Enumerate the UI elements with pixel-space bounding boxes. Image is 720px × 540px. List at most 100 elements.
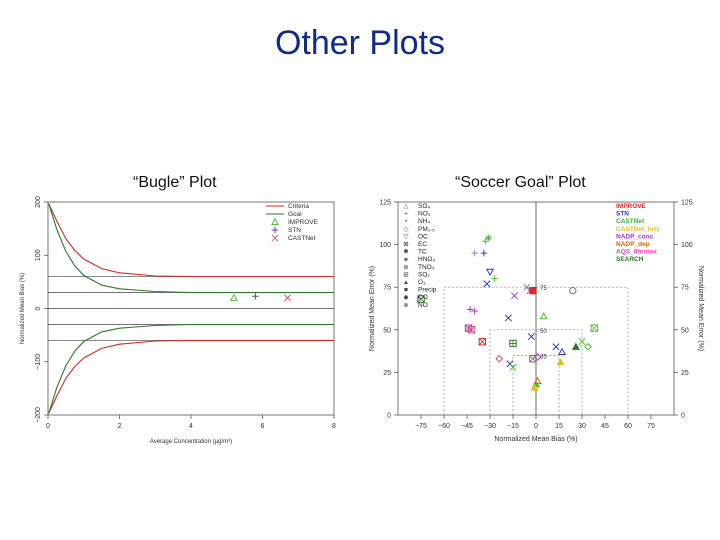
soccer-data-point	[466, 306, 474, 313]
soccer-species-legend-marker: ⊕	[403, 264, 409, 271]
soccer-species-legend-marker: ⊞	[403, 271, 409, 278]
soccer-species-legend-label: SO₂	[418, 271, 430, 278]
soccer-data-point	[482, 237, 489, 245]
soccer-species-legend-label: PM₂.₅	[418, 226, 435, 233]
bugle-y-tick-label: −100	[35, 354, 42, 370]
soccer-network-legend-label: NADP_dep	[616, 241, 650, 248]
bugle-y-tick-label: −200	[35, 407, 42, 423]
soccer-y-tick-label-left: 125	[379, 200, 391, 207]
soccer-x-tick-label: 75	[647, 423, 655, 430]
soccer-goal-box-label: 35	[540, 354, 547, 360]
soccer-data-point	[529, 286, 537, 295]
soccer-y-tick-label-left: 25	[383, 370, 391, 377]
bugle-legend-swatch	[271, 226, 279, 234]
soccer-x-tick-label: 45	[601, 423, 609, 430]
soccer-y-tick-label-left: 0	[387, 413, 391, 420]
soccer-species-legend-label: TNO₃	[418, 264, 435, 271]
bugle-legend-swatch	[270, 217, 280, 226]
soccer-data-point	[529, 355, 537, 363]
soccer-species-legend-label: OC	[418, 233, 428, 240]
soccer-y-tick-label-right: 100	[681, 242, 693, 249]
soccer-data-point	[504, 314, 512, 322]
soccer-data-point	[491, 275, 498, 282]
bugle-x-tick-label: 2	[118, 423, 122, 430]
soccer-x-tick-label: 15	[555, 423, 563, 430]
soccer-data-point	[495, 354, 504, 363]
soccer-network-legend-label: IMPROVE	[616, 203, 647, 210]
soccer-data-point	[485, 234, 492, 241]
soccer-species-legend-label: NO₃	[418, 211, 431, 218]
soccer-data-point	[478, 338, 487, 346]
soccer-species-legend-marker: ■	[404, 287, 408, 294]
soccer-species-legend-label: EC	[418, 241, 427, 248]
bugle-series-goal-upper	[48, 203, 334, 294]
bugle-point-castnet	[283, 294, 292, 302]
bugle-series-goal-lower	[48, 323, 334, 414]
soccer-goal-box-label: 75	[540, 286, 547, 292]
soccer-y-tick-label-right: 25	[681, 370, 689, 377]
soccer-species-legend-label: TC	[418, 249, 427, 256]
bugle-legend-label: IMPROVE	[288, 219, 319, 226]
soccer-x-tick-label: −75	[415, 423, 427, 430]
soccer-network-legend-label: NADP_conc	[616, 233, 654, 240]
soccer-data-point	[480, 249, 488, 257]
soccer-y-tick-label-left: 100	[379, 242, 391, 249]
bugle-y-tick-label: 0	[35, 306, 42, 310]
bugle-series-criteria-upper	[48, 203, 334, 278]
soccer-y-tick-label-left: 75	[383, 285, 391, 292]
soccer-species-legend-marker: ⊠	[403, 241, 409, 248]
bugle-legend-label: CASTNet	[288, 235, 316, 242]
soccer-data-point	[569, 286, 577, 295]
soccer-data-point	[533, 376, 542, 384]
soccer-network-legend-label: CASTNet	[616, 218, 645, 225]
bugle-y-tick-label: 100	[35, 249, 42, 261]
bugle-legend-swatch	[271, 234, 279, 242]
soccer-x-tick-label: 30	[578, 423, 586, 430]
soccer-data-point	[485, 268, 495, 277]
bugle-x-tick-label: 8	[332, 423, 336, 430]
soccer-data-point	[571, 342, 580, 350]
soccer-data-point	[552, 343, 560, 351]
soccer-species-legend-marker: ✱	[403, 248, 409, 256]
bugle-x-tick-label: 0	[46, 423, 50, 430]
soccer-species-legend-label: NH₄	[418, 218, 430, 225]
soccer-species-legend-marker: △	[404, 203, 410, 210]
soccer-species-legend-marker: +	[404, 211, 408, 218]
bugle-y-axis-label: Normalized Mean Bias (%)	[20, 273, 26, 344]
soccer-y-axis-label-left: Normalized Mean Error (%)	[369, 266, 376, 351]
bugle-series-criteria-lower	[48, 339, 334, 414]
soccer-x-tick-label: −60	[438, 423, 450, 430]
soccer-species-legend-marker: ◇	[404, 226, 410, 233]
bugle-x-tick-label: 4	[189, 423, 193, 430]
soccer-species-legend-label: NO	[418, 302, 428, 309]
soccer-species-legend-marker: ⊗	[403, 302, 409, 309]
soccer-y-tick-label-right: 50	[681, 327, 689, 334]
soccer-goal-plot: 75 50 35 −75 −60 −45 −30 −15 0 15 30 45 60 75 0 0 25 25 50…	[369, 200, 704, 444]
soccer-goal-box-label: 50	[540, 329, 547, 335]
soccer-species-legend-marker: ◈	[404, 256, 410, 263]
bugle-point-stn	[252, 293, 259, 300]
soccer-x-tick-label: 60	[624, 423, 632, 430]
soccer-species-legend-label: HNO₃	[418, 256, 435, 263]
soccer-species-legend-label: CO	[418, 294, 428, 301]
slide-title: Other Plots	[274, 24, 446, 62]
soccer-data-point	[590, 324, 598, 332]
bugle-plot-title: “Bugle” Plot	[133, 174, 217, 191]
soccer-data-point	[584, 342, 593, 351]
bugle-legend-label: Criteria	[288, 203, 309, 210]
soccer-network-legend-label: SEARCH	[616, 256, 644, 263]
soccer-data-point	[471, 307, 478, 315]
soccer-data-point	[471, 249, 478, 257]
bugle-legend-label: STN	[288, 227, 301, 234]
soccer-y-tick-label-right: 0	[681, 413, 685, 420]
soccer-species-legend-marker: ▽	[404, 233, 410, 240]
soccer-data-point	[510, 292, 519, 300]
soccer-network-legend-label: STN	[616, 211, 629, 218]
soccer-y-tick-label-left: 50	[383, 327, 391, 334]
soccer-network-legend-label: CASTNet_hrly	[616, 226, 660, 233]
soccer-data-point	[539, 311, 548, 320]
bugle-y-tick-label: 200	[35, 196, 42, 208]
soccer-data-point	[527, 333, 535, 341]
soccer-species-legend-marker: ◆	[404, 294, 410, 301]
soccer-data-point	[530, 383, 539, 391]
